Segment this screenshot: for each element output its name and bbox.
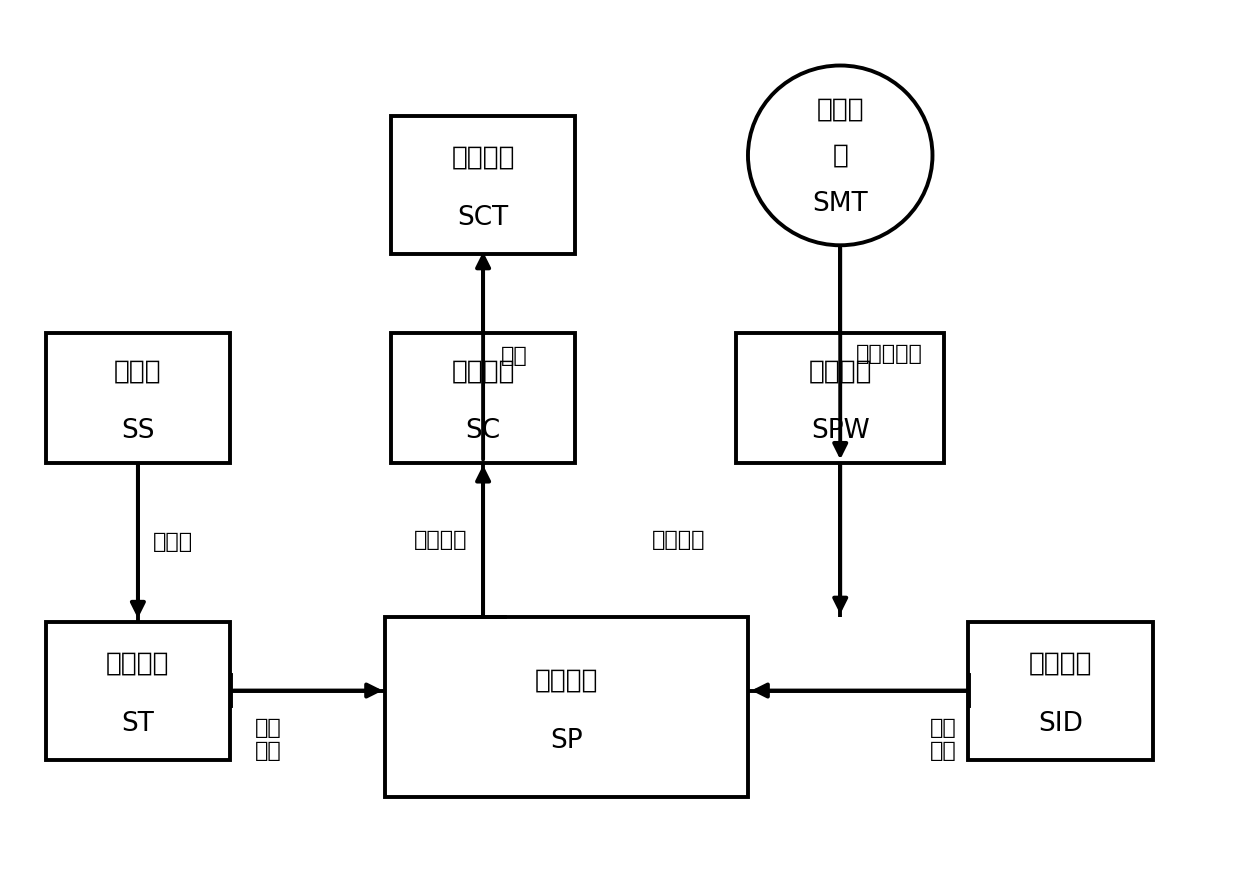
Text: 信号线: 信号线 bbox=[154, 531, 193, 551]
Bar bbox=[391, 333, 575, 463]
Text: SID: SID bbox=[1038, 711, 1083, 737]
Text: SS: SS bbox=[122, 418, 155, 444]
Text: 标识模块: 标识模块 bbox=[1029, 651, 1092, 677]
Text: 并行
总线: 并行 总线 bbox=[254, 718, 281, 761]
Text: SCT: SCT bbox=[458, 205, 508, 231]
Text: SP: SP bbox=[551, 727, 583, 753]
Text: 串行总线: 串行总线 bbox=[414, 530, 467, 550]
Text: 电量传输线: 电量传输线 bbox=[856, 343, 923, 363]
Bar bbox=[46, 622, 231, 760]
Bar bbox=[384, 618, 748, 797]
Ellipse shape bbox=[748, 65, 932, 246]
Text: 通讯模块: 通讯模块 bbox=[451, 358, 515, 384]
Text: 馈线: 馈线 bbox=[501, 346, 528, 366]
Bar bbox=[391, 116, 575, 253]
Text: SC: SC bbox=[465, 418, 501, 444]
Text: 感应天: 感应天 bbox=[816, 97, 864, 123]
Text: 线: 线 bbox=[832, 142, 848, 168]
Text: 传感器: 传感器 bbox=[114, 358, 161, 384]
Bar bbox=[46, 333, 231, 463]
Text: SPW: SPW bbox=[811, 418, 869, 444]
Text: 控制模块: 控制模块 bbox=[534, 667, 598, 693]
Bar bbox=[968, 622, 1153, 760]
Text: 并行
总线: 并行 总线 bbox=[930, 718, 956, 761]
Text: 供电模块: 供电模块 bbox=[808, 358, 872, 384]
Text: ST: ST bbox=[122, 711, 154, 737]
Text: 通讯天线: 通讯天线 bbox=[451, 145, 515, 171]
Text: SMT: SMT bbox=[812, 191, 868, 217]
Text: 检测模块: 检测模块 bbox=[107, 651, 170, 677]
Bar bbox=[737, 333, 945, 463]
Text: 控制端口: 控制端口 bbox=[652, 530, 706, 550]
